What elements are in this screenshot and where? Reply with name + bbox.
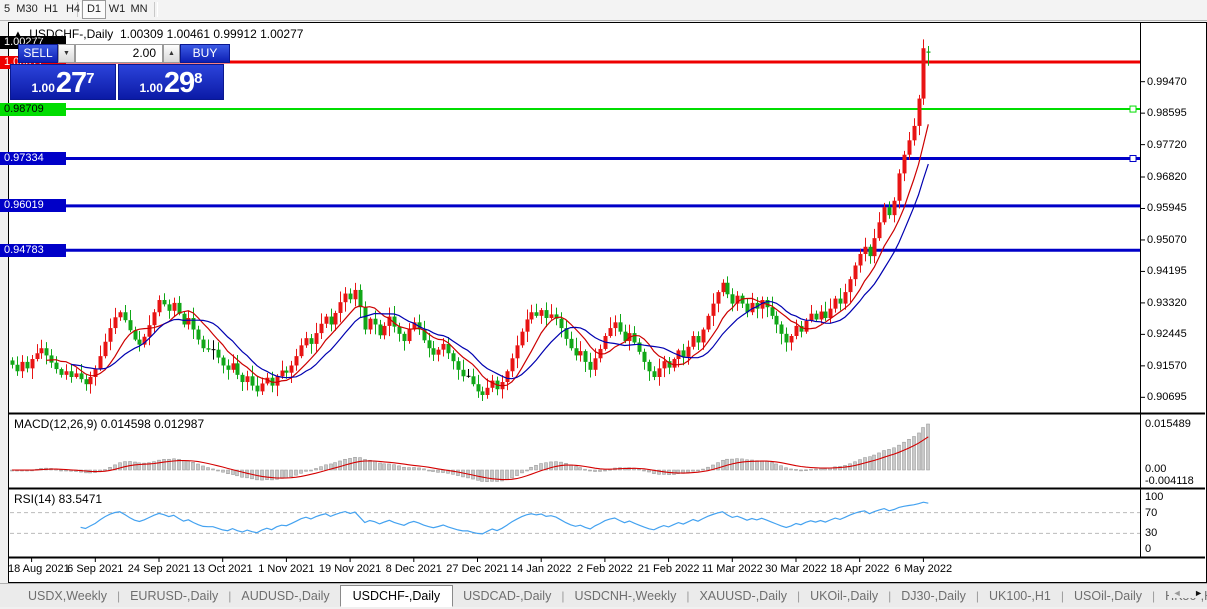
ask-price-big: 29 (163, 67, 195, 99)
hline-handle[interactable] (9, 105, 17, 113)
ma-slow-line[interactable] (70, 163, 929, 380)
chart-tab-USDCNH-Weekly[interactable]: USDCNH-,Weekly (574, 588, 677, 603)
bid-price-pip: 7 (86, 70, 95, 87)
bid-price-prefix: 1.00 (31, 81, 55, 95)
tab-scroll-right-icon[interactable]: ► (1194, 588, 1203, 598)
buy-button[interactable]: BUY (180, 44, 230, 63)
hline-handle[interactable] (1129, 155, 1137, 163)
hline-handle[interactable] (9, 155, 17, 163)
tab-separator: | (116, 588, 121, 603)
timeframe-button-W1[interactable]: W1 (108, 3, 126, 15)
volume-input[interactable]: 2.00 (75, 44, 163, 63)
tab-separator: | (228, 588, 232, 603)
chart-tab-bar: USDX,Weekly | EURUSD-,Daily | AUDUSD-,Daily U… (0, 583, 1207, 607)
chart-title: ▲ USDCHF-,Daily 1.00309 1.00461 0.99912 … (14, 27, 303, 41)
volume-increase-icon[interactable]: ▲ (163, 44, 180, 63)
chart-tab-UKOil-Daily[interactable]: UKOil-,Daily (810, 588, 879, 603)
sell-button[interactable]: SELL (18, 44, 58, 63)
macd-label: MACD(12,26,9) 0.014598 0.012987 (14, 417, 205, 431)
tab-separator: | (975, 588, 980, 603)
timeframe-button-5[interactable]: 5 (3, 3, 11, 15)
tab-separator: | (686, 588, 690, 603)
toolbar-separator (77, 2, 81, 17)
chart-tab-XAUUSD-Daily[interactable]: XAUUSD-,Daily (699, 588, 787, 603)
macd-histogram (10, 423, 930, 482)
chart-tab-EURUSD-Daily[interactable]: EURUSD-,Daily (130, 588, 219, 603)
tab-scroll-left-icon[interactable]: ◄ (1172, 588, 1182, 598)
ohlc-values: 1.00309 1.00461 0.99912 1.00277 (119, 27, 304, 41)
tab-separator: | (1060, 588, 1064, 603)
candles-layer (10, 39, 931, 402)
rsi-label: RSI(14) 83.5471 (14, 492, 103, 506)
bid-price-big: 27 (55, 67, 87, 99)
collapse-arrow-icon[interactable]: ▲ (14, 29, 22, 38)
chart-tab-USDX-Weekly[interactable]: USDX,Weekly (28, 588, 107, 603)
rsi-line[interactable] (80, 501, 929, 535)
chart-tab-AUDUSD-Daily[interactable]: AUDUSD-,Daily (241, 588, 330, 603)
chart-tab-USDCAD-Daily[interactable]: USDCAD-,Daily (463, 588, 552, 603)
tab-separator: | (1152, 588, 1156, 603)
timeframe-button-MN[interactable]: MN (130, 3, 148, 15)
chart-tab-DJ30-Daily[interactable]: DJ30-,Daily (901, 588, 966, 603)
tab-separator: | (561, 588, 565, 603)
ask-price-pip: 8 (194, 70, 203, 87)
ask-price-panel[interactable]: 1.00 29 8 (118, 64, 224, 100)
one-click-trading-widget: SELL ▼ 2.00 ▲ BUY 1.00 27 7 1.00 29 8 (10, 44, 230, 100)
ma-fast-line[interactable] (46, 124, 929, 387)
macd-signal-line[interactable] (11, 436, 929, 481)
hline-handle[interactable] (1129, 105, 1137, 113)
chart-tab-UK100-H1[interactable]: UK100-,H1 (989, 588, 1051, 603)
volume-decrease-icon[interactable]: ▼ (58, 44, 75, 63)
symbol-label: USDCHF-,Daily (29, 27, 114, 41)
tab-scroll-arrows: ◄ ► (1168, 588, 1203, 598)
timeframe-button-M30[interactable]: M30 (16, 3, 38, 15)
timeframe-button-H4[interactable]: H4 (65, 3, 81, 15)
ask-price-prefix: 1.00 (139, 81, 163, 95)
chart-tab-USDCHF-Daily[interactable]: USDCHF-,Daily (339, 584, 454, 607)
timeframe-toolbar: 5 M30 H1 H4 D1 W1 MN (0, 0, 1207, 21)
timeframe-button-D1[interactable]: D1 (82, 0, 106, 19)
timeframe-button-H1[interactable]: H1 (43, 3, 59, 15)
toolbar-separator (154, 2, 158, 17)
bid-price-panel[interactable]: 1.00 27 7 (10, 64, 116, 100)
chart-tab-USOil-Daily[interactable]: USOil-,Daily (1073, 588, 1143, 603)
tab-separator: | (796, 588, 801, 603)
tab-separator: | (888, 588, 892, 603)
